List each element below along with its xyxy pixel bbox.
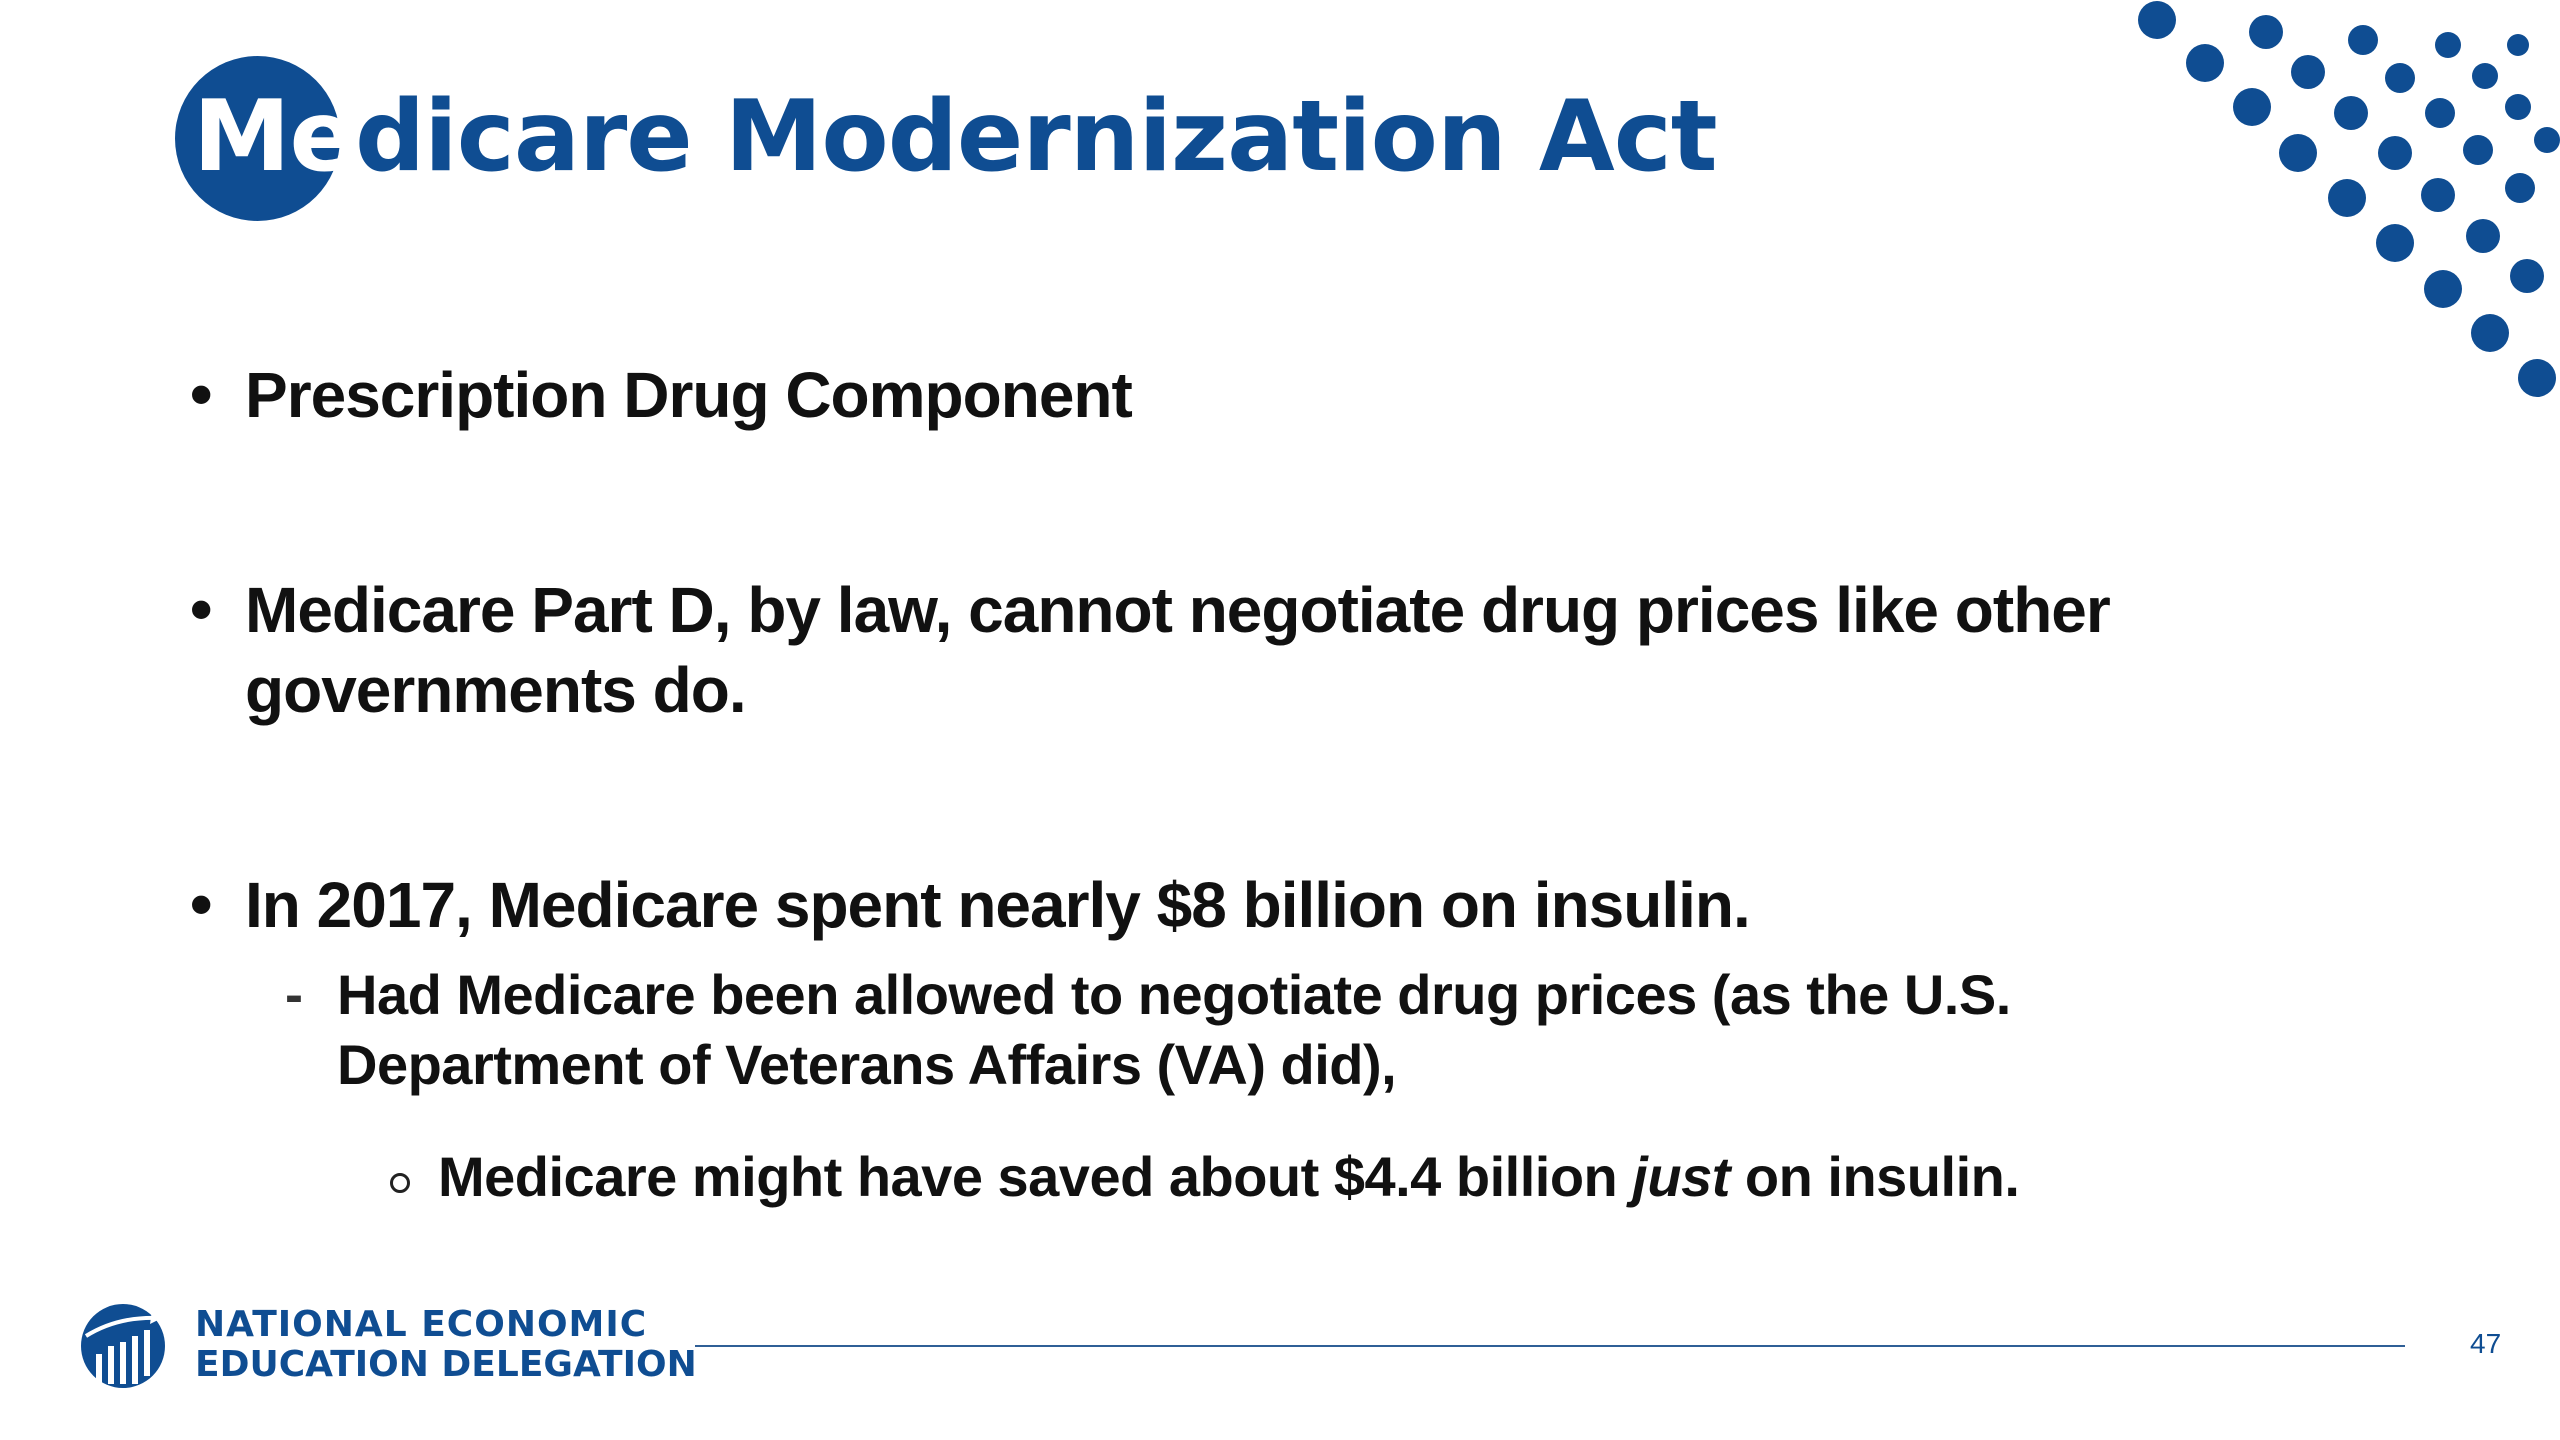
title-circle-accent	[175, 56, 340, 221]
page-number: 47	[2470, 1328, 2502, 1359]
sub-bullet-text: Had Medicare been allowed to negotiate d…	[337, 960, 2385, 1100]
slide-title: Medicare Modernization Act	[193, 72, 1718, 202]
savings-text-emphasis: just	[1632, 1145, 1730, 1208]
sub-bullet-mark: -	[285, 965, 303, 1025]
bullet-text-line1: Medicare Part D, by law, cannot negotiat…	[245, 574, 2111, 646]
bullet-text: Prescription Drug Component	[245, 359, 1133, 431]
organization-logo-text: NATIONAL ECONOMIC EDUCATION DELEGATION	[195, 1305, 697, 1385]
circle-bullet-icon	[390, 1173, 410, 1193]
logo-line2: EDUCATION DELEGATION	[195, 1344, 697, 1385]
title-head: Me	[193, 80, 356, 194]
logo-line1: NATIONAL ECONOMIC	[195, 1304, 648, 1345]
sub-bullet-line2: Department of Veterans Affairs (VA) did)…	[337, 1033, 1397, 1096]
bullet-part-d: • Medicare Part D, by law, cannot negoti…	[190, 570, 2390, 730]
sub-bullet-line1: Had Medicare been allowed to negotiate d…	[337, 963, 2011, 1026]
bullet-mark: •	[190, 573, 213, 645]
sub-sub-bullet-savings: Medicare might have saved about $4.4 bil…	[390, 1137, 2390, 1217]
footer-divider	[695, 1345, 2405, 1347]
bullet-mark: •	[190, 358, 213, 430]
bullet-text-line2: governments do.	[245, 654, 747, 726]
sub-sub-bullet-text: Medicare might have saved about $4.4 bil…	[438, 1137, 2390, 1217]
dot-pattern-decoration	[2138, 1, 2560, 397]
title-tail: dicare Modernization Act	[355, 80, 1718, 194]
bullet-text: Medicare Part D, by law, cannot negotiat…	[245, 570, 2390, 730]
bullet-mark: •	[190, 868, 213, 940]
bullet-prescription-drug: • Prescription Drug Component	[190, 355, 2390, 435]
savings-text-before: Medicare might have saved about $4.4 bil…	[438, 1145, 1633, 1208]
bullet-insulin-spending: • In 2017, Medicare spent nearly $8 bill…	[190, 865, 2390, 945]
globe-chart-icon	[81, 1304, 165, 1388]
savings-text-after: on insulin.	[1729, 1145, 2020, 1208]
bullet-text: In 2017, Medicare spent nearly $8 billio…	[245, 869, 1751, 941]
sub-bullet-negotiate: - Had Medicare been allowed to negotiate…	[285, 960, 2385, 1100]
